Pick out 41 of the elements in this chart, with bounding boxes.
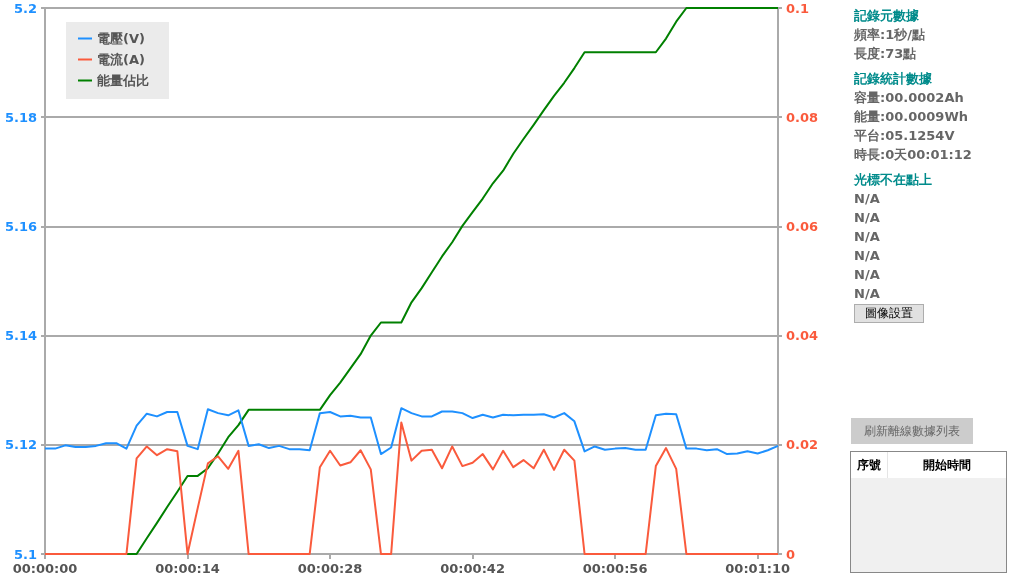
y2-tick-label: 0.04	[786, 328, 819, 344]
text: N/A	[854, 247, 881, 265]
y2-tick-label: 0	[786, 546, 796, 562]
y-tick-label: 5.16	[4, 218, 37, 234]
y2-tick-label: 0.06	[786, 218, 819, 234]
x-tick-label: 00:01:10	[725, 561, 790, 576]
x-tick-label: 00:00:28	[297, 561, 363, 576]
y-tick-label: 5.12	[4, 437, 37, 453]
text: N/A	[854, 209, 881, 227]
text: 記錄元數據	[854, 7, 920, 25]
text: 頻率:1秒/點	[854, 26, 926, 44]
legend-label: 電流(A)	[97, 52, 145, 67]
button: 刷新離線數據列表	[851, 418, 973, 444]
y-tick-label: 5.18	[4, 109, 37, 125]
text: 記錄統計數據	[854, 70, 933, 88]
x-tick-label: 00:00:00	[12, 561, 78, 576]
text: N/A	[854, 266, 881, 284]
x-tick-label: 00:00:42	[440, 561, 505, 576]
y-tick-label: 5.14	[4, 328, 37, 344]
x-tick-label: 00:00:56	[582, 561, 648, 576]
text: N/A	[854, 285, 881, 303]
button: 圖像設置	[854, 304, 924, 323]
y-tick-label: 5.1	[13, 546, 37, 562]
text: 容量:00.0002Ah	[854, 89, 965, 107]
legend-label: 電壓(V)	[97, 31, 145, 46]
text: 時長:0天00:01:12	[854, 146, 973, 164]
y2-tick-label: 0.02	[786, 437, 819, 453]
text: 長度:73點	[854, 45, 918, 63]
table: 序號 開始時間	[850, 451, 1007, 573]
text: N/A	[854, 190, 881, 208]
line-series	[44, 407, 779, 456]
text: 能量:00.0009Wh	[854, 108, 969, 126]
legend-label: 能量佔比	[97, 73, 149, 88]
y2-tick-label: 0.08	[786, 109, 819, 125]
text: 光標不在點上	[854, 171, 933, 189]
line-series	[44, 421, 779, 555]
y-tick-label: 5.2	[13, 0, 37, 16]
x-tick-label: 00:00:14	[155, 561, 220, 576]
text: 平台:05.1254V	[854, 127, 956, 145]
y2-tick-label: 0.1	[786, 0, 810, 16]
text: N/A	[854, 228, 881, 246]
